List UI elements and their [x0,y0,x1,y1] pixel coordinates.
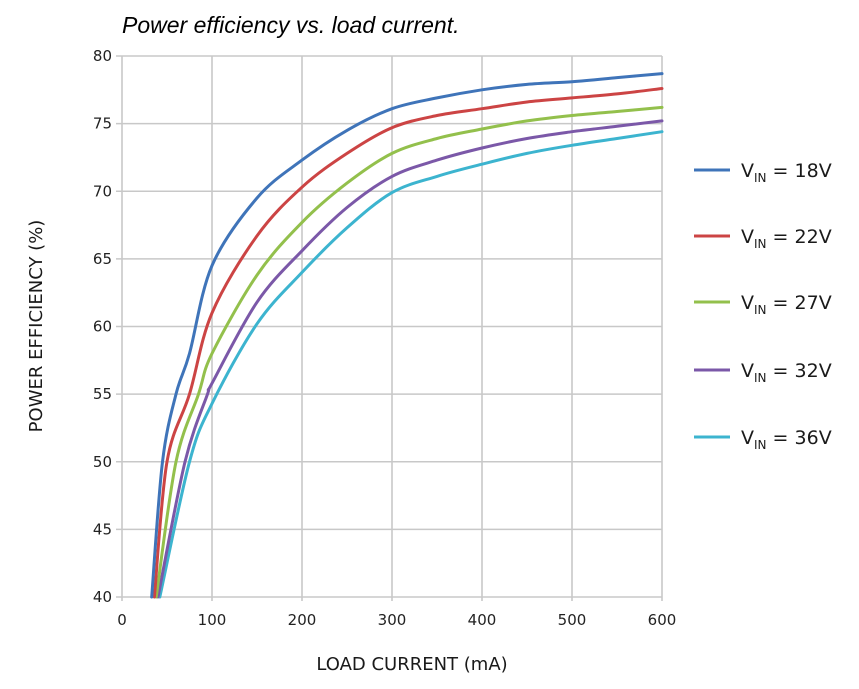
y-tick-label: 50 [93,453,112,471]
series-line [158,130,664,599]
x-tick-label: 100 [198,611,227,629]
legend: VIN = 18V VIN = 22V VIN = 27V VIN = 32V VIN … [694,160,832,452]
y-tick-label: 55 [93,385,112,403]
series-line [156,119,664,599]
legend-item: VIN = 36V [694,427,832,452]
x-tick-label: 0 [117,611,127,629]
y-tick-label: 45 [93,520,112,538]
series-line [150,72,664,599]
y-tick-label: 80 [93,47,112,65]
y-axis-label: POWER EFFICIENCY (%) [26,220,47,433]
x-tick-label: 500 [558,611,587,629]
grid [116,55,663,601]
legend-item: VIN = 18V [694,160,832,185]
series-lines [150,72,664,599]
y-tick-label: 60 [93,318,112,336]
x-axis-label: LOAD CURRENT (mA) [316,654,507,675]
x-tick-label: 300 [378,611,407,629]
chart-title: Power efficiency vs. load current. [122,12,459,38]
legend-item: VIN = 27V [694,292,832,317]
legend-label: VIN = 36V [741,427,832,452]
legend-label: VIN = 32V [741,360,832,385]
y-axis-ticks: 40 45 50 55 60 65 70 75 80 [93,47,112,606]
x-tick-label: 600 [648,611,677,629]
y-tick-label: 75 [93,115,112,133]
legend-label: VIN = 18V [741,160,832,185]
legend-label: VIN = 22V [741,226,832,251]
y-tick-label: 70 [93,182,112,200]
x-tick-label: 200 [288,611,317,629]
series-line [154,105,664,599]
x-axis-ticks: 0 100 200 300 400 500 600 [117,611,676,629]
legend-label: VIN = 27V [741,292,832,317]
x-tick-label: 400 [468,611,497,629]
y-tick-label: 65 [93,250,112,268]
y-tick-label: 40 [93,588,112,606]
legend-item: VIN = 22V [694,226,832,251]
series-line [152,87,664,599]
legend-item: VIN = 32V [694,360,832,385]
